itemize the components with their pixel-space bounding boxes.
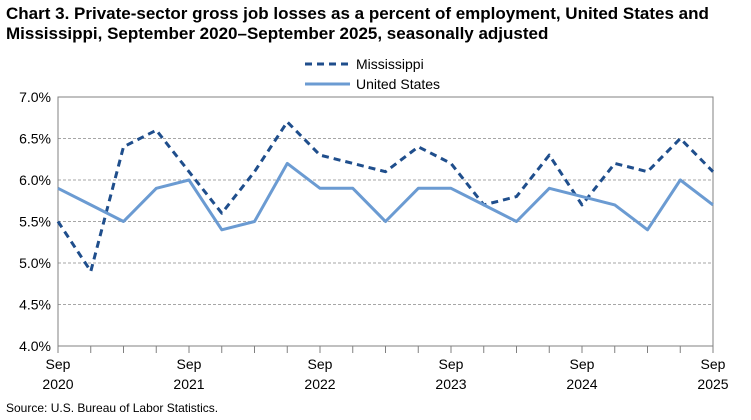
y-axis-ticks: 4.0% 4.5% 5.0% 5.5% 6.0% 6.5% 7.0% [19, 89, 51, 354]
legend-label: United States [356, 76, 440, 92]
chart-title: Chart 3. Private-sector gross job losses… [6, 4, 709, 43]
y-tick-label: 6.5% [19, 131, 51, 147]
legend-label: Mississippi [356, 56, 424, 72]
x-tick-year: 2025 [697, 376, 728, 392]
x-tick-year: 2023 [435, 376, 466, 392]
x-tick-year: 2024 [566, 376, 597, 392]
series-line-united-states [57, 161, 714, 232]
x-tick-month: Sep [439, 356, 464, 372]
x-axis-ticks: Sep 2020 Sep 2021 Sep 2022 Sep 2023 Sep 2024 Sep 20… [42, 346, 729, 392]
x-tick-month: Sep [308, 356, 333, 372]
gridlines [58, 138, 713, 305]
y-tick-label: 7.0% [19, 89, 51, 105]
series-lines [56, 120, 715, 273]
x-tick-month: Sep [701, 356, 726, 372]
y-tick-label: 4.5% [19, 297, 51, 313]
y-tick-label: 5.0% [19, 255, 51, 271]
x-tick-year: 2020 [42, 376, 73, 392]
x-tick-month: Sep [570, 356, 595, 372]
y-tick-label: 6.0% [19, 172, 51, 188]
series-line-mississippi [56, 120, 715, 273]
legend: Mississippi United States [305, 56, 440, 92]
y-tick-label: 4.0% [19, 338, 51, 354]
x-tick-month: Sep [46, 356, 71, 372]
x-tick-year: 2022 [304, 376, 335, 392]
source-note: Source: U.S. Bureau of Labor Statistics. [6, 401, 219, 415]
y-tick-label: 5.5% [19, 214, 51, 230]
x-tick-month: Sep [177, 356, 202, 372]
x-tick-year: 2021 [173, 376, 204, 392]
